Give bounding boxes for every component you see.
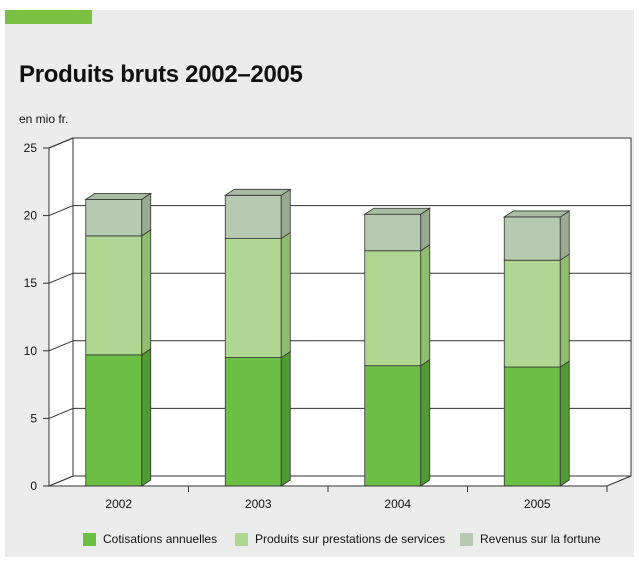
y-tick-label: 0 (30, 479, 37, 493)
accent-bar (5, 10, 92, 24)
bar-segment (85, 198, 143, 237)
bar-segment-side (420, 358, 431, 487)
plot-side-wall (48, 137, 74, 487)
bar-segment-side (141, 192, 152, 237)
y-tick-label: 5 (30, 411, 37, 425)
legend-label-prestations: Produits sur prestations de services (255, 532, 446, 546)
bar-segment-side (559, 360, 570, 487)
bar-segment-side (559, 210, 570, 261)
bar-segment (503, 259, 561, 368)
bar-segment (224, 238, 282, 358)
legend-item-prestations: Produits sur prestations de services (235, 530, 445, 548)
bar-top (223, 188, 292, 196)
y-axis-unit-label: en mio fr. (19, 112, 69, 126)
x-tick-label: 2003 (245, 497, 272, 511)
bar-segment-side (141, 348, 152, 487)
gridline-side (48, 340, 74, 352)
bar-segment-side (141, 229, 152, 356)
bar-segment-side (280, 231, 291, 359)
bar-top (363, 207, 432, 215)
bar-segment-side (280, 188, 291, 240)
y-axis-ticks: 0 5 10 15 20 25 (24, 141, 50, 493)
legend-label-fortune: Revenus sur la fortune (480, 532, 601, 546)
bar-segment-side (280, 350, 291, 487)
legend-swatch-fortune (460, 532, 473, 546)
bar-segment-side (559, 253, 570, 368)
bar-segment-side (420, 207, 431, 252)
y-tick-label: 25 (24, 141, 38, 155)
bar-segment (364, 250, 422, 367)
bar-segment-side (420, 244, 431, 367)
y-tick-label: 20 (24, 209, 38, 223)
bar-top (502, 210, 571, 218)
bars (84, 188, 571, 487)
legend-swatch-cotisations (83, 532, 96, 546)
gridline-side (48, 407, 74, 419)
bar-segment (224, 194, 282, 239)
chart-title: Produits bruts 2002–2005 (19, 61, 303, 88)
y-tick-label: 10 (24, 344, 38, 358)
legend-label-cotisations: Cotisations annuelles (103, 532, 218, 546)
legend-item-fortune: Revenus sur la fortune (460, 530, 601, 548)
gridline-side (48, 205, 74, 217)
bar-segment (364, 213, 422, 252)
x-axis-ticks: 2002 2003 2004 2005 (49, 485, 608, 511)
legend: Cotisations annuelles Produits sur prest… (0, 530, 639, 548)
x-tick-label: 2004 (384, 497, 411, 511)
gridline-side (48, 137, 74, 149)
legend-item-cotisations: Cotisations annuelles (83, 530, 217, 548)
bar-top (84, 192, 153, 200)
bar-segment (85, 235, 143, 356)
bar-segment (503, 366, 561, 487)
bar-segment (503, 216, 561, 261)
x-tick-label: 2002 (105, 497, 132, 511)
bar-segment (85, 354, 143, 487)
x-tick-label: 2005 (524, 497, 551, 511)
y-tick-label: 15 (24, 276, 38, 290)
gridline-side (48, 272, 74, 284)
bar-segment (364, 365, 422, 487)
bar-segment (224, 357, 282, 487)
legend-swatch-prestations (235, 532, 248, 546)
